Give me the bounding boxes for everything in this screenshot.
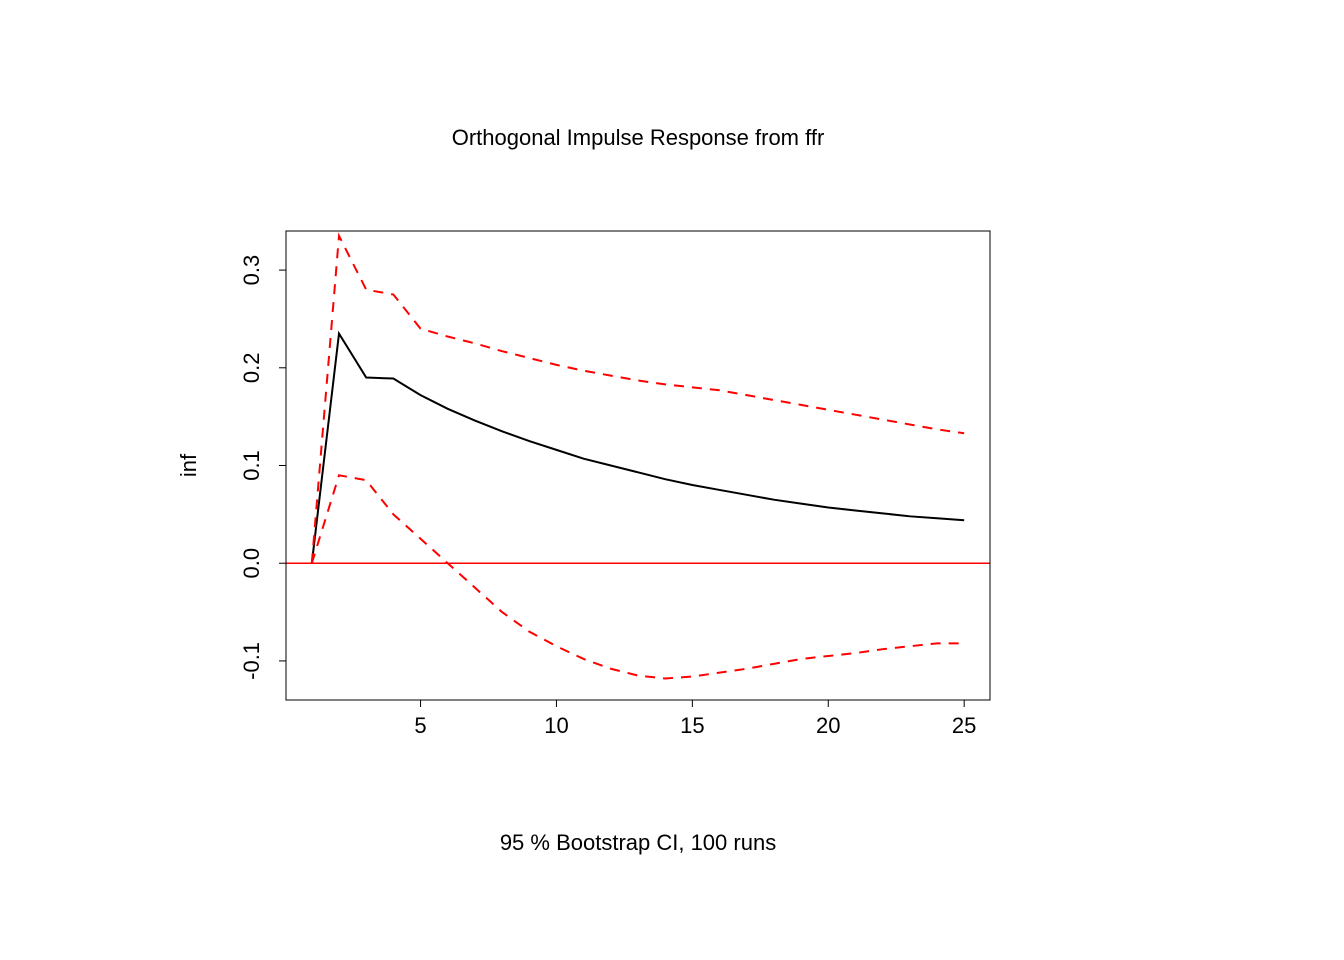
chart-subtitle: 95 % Bootstrap CI, 100 runs <box>500 830 776 855</box>
x-tick-label: 20 <box>816 713 840 738</box>
y-tick-label: 0.1 <box>239 450 264 481</box>
x-tick-label: 15 <box>680 713 704 738</box>
y-tick-label: 0.0 <box>239 548 264 579</box>
x-tick-label: 25 <box>952 713 976 738</box>
x-tick-label: 5 <box>414 713 426 738</box>
irf-chart: Orthogonal Impulse Response from ffr 95 %… <box>0 0 1344 960</box>
y-tick-label: 0.3 <box>239 255 264 286</box>
y-tick-label: -0.1 <box>239 642 264 680</box>
chart-title: Orthogonal Impulse Response from ffr <box>452 125 825 150</box>
x-tick-label: 10 <box>544 713 568 738</box>
y-tick-label: 0.2 <box>239 352 264 383</box>
y-axis-label: inf <box>176 453 201 477</box>
